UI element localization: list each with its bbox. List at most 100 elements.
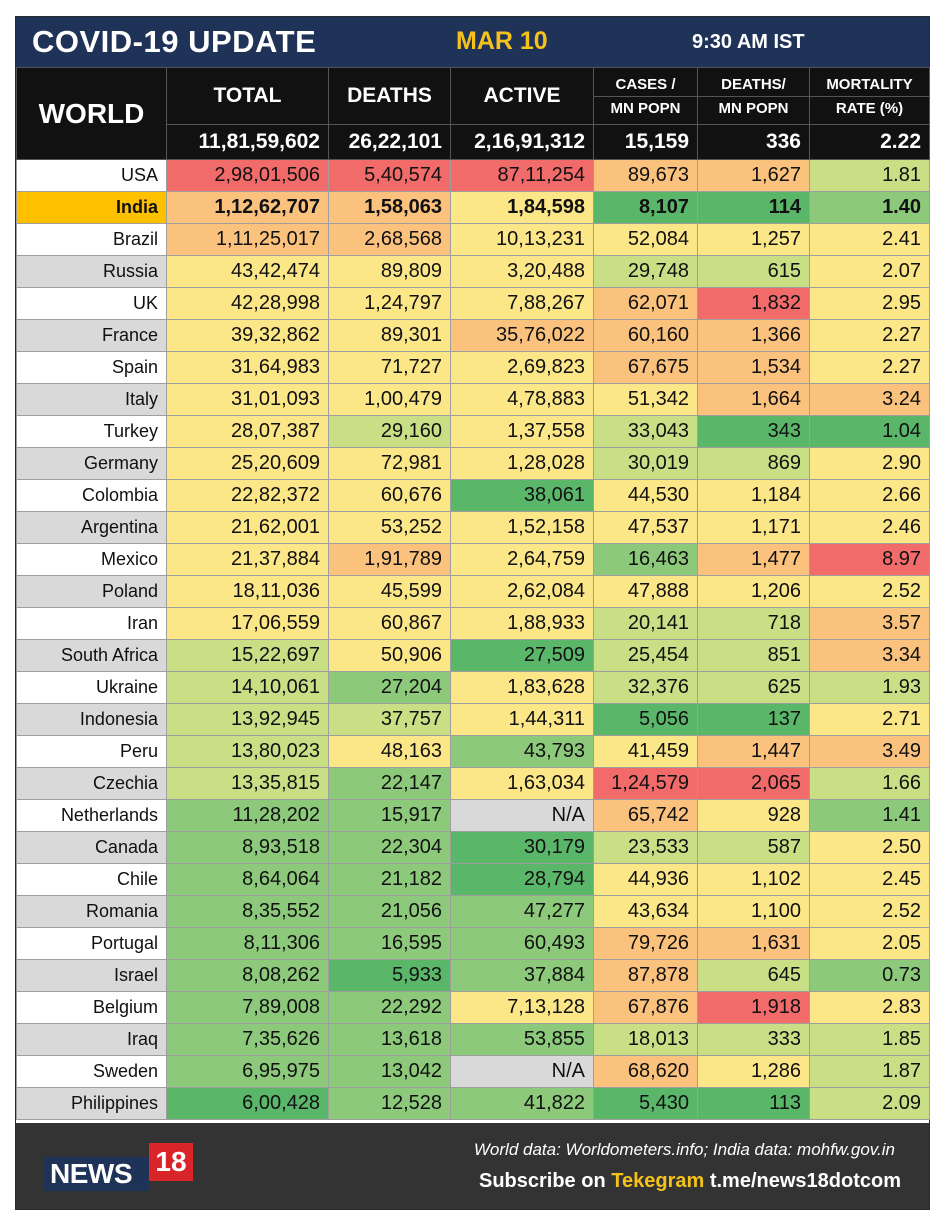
cell-deaths: 48,163 [328, 735, 451, 768]
country-name: Russia [16, 255, 167, 288]
country-name: Sweden [16, 1055, 167, 1088]
title-bar: COVID-19 UPDATE MAR 10 9:30 AM IST [16, 17, 929, 67]
cell-cases-mn: 68,620 [593, 1055, 698, 1088]
country-name: Argentina [16, 511, 167, 544]
cell-deaths: 22,292 [328, 991, 451, 1024]
table-row: Canada 8,93,518 22,304 30,179 23,533 587 2.50 [16, 831, 930, 864]
cell-deaths-mn: 333 [697, 1023, 810, 1056]
col-deaths-mn-line2: MN POPN [718, 99, 789, 117]
cell-total: 39,32,862 [166, 319, 329, 352]
cell-deaths-mn: 1,477 [697, 543, 810, 576]
cell-mortality: 2.07 [809, 255, 930, 288]
cell-active: 35,76,022 [450, 319, 594, 352]
cell-deaths-mn: 587 [697, 831, 810, 864]
cell-mortality: 3.34 [809, 639, 930, 672]
col-cases-mn-line2: MN POPN [610, 99, 681, 117]
cell-deaths: 89,809 [328, 255, 451, 288]
cell-total: 2,98,01,506 [166, 159, 329, 192]
cell-mortality: 0.73 [809, 959, 930, 992]
cell-mortality: 2.46 [809, 511, 930, 544]
cell-active: 30,179 [450, 831, 594, 864]
cell-deaths-mn: 1,206 [697, 575, 810, 608]
cell-deaths-mn: 1,664 [697, 383, 810, 416]
cell-deaths: 37,757 [328, 703, 451, 736]
cell-mortality: 2.71 [809, 703, 930, 736]
cell-cases-mn: 47,537 [593, 511, 698, 544]
cell-cases-mn: 1,24,579 [593, 767, 698, 800]
cell-deaths-mn: 851 [697, 639, 810, 672]
cell-total: 15,22,697 [166, 639, 329, 672]
cell-deaths: 5,40,574 [328, 159, 451, 192]
cell-total: 31,64,983 [166, 351, 329, 384]
table-row: Peru 13,80,023 48,163 43,793 41,459 1,447 3.49 [16, 735, 930, 768]
cell-mortality: 2.52 [809, 575, 930, 608]
cell-total: 8,11,306 [166, 927, 329, 960]
cell-total: 1,11,25,017 [166, 223, 329, 256]
world-deaths-mn: 336 [697, 124, 810, 160]
cell-cases-mn: 62,071 [593, 287, 698, 320]
cell-total: 31,01,093 [166, 383, 329, 416]
table-row: USA 2,98,01,506 5,40,574 87,11,254 89,673 1,6… [16, 159, 930, 192]
cell-deaths-mn: 1,184 [697, 479, 810, 512]
country-name: UK [16, 287, 167, 320]
cell-active: 2,64,759 [450, 543, 594, 576]
col-active-header: ACTIVE [450, 67, 594, 125]
cell-active: 38,061 [450, 479, 594, 512]
cell-active: 60,493 [450, 927, 594, 960]
cell-cases-mn: 41,459 [593, 735, 698, 768]
country-name: Spain [16, 351, 167, 384]
table-row: Colombia 22,82,372 60,676 38,061 44,530 1,184… [16, 479, 930, 512]
table-row: Portugal 8,11,306 16,595 60,493 79,726 1,631 2… [16, 927, 930, 960]
cell-active: 2,62,084 [450, 575, 594, 608]
cell-cases-mn: 44,936 [593, 863, 698, 896]
country-name: Belgium [16, 991, 167, 1024]
cell-mortality: 2.66 [809, 479, 930, 512]
cell-deaths: 45,599 [328, 575, 451, 608]
cell-deaths-mn: 1,100 [697, 895, 810, 928]
col-mortality-line1: MORTALITY [810, 73, 929, 97]
table-row: Israel 8,08,262 5,933 37,884 87,878 645 0.73 [16, 959, 930, 992]
country-name: Colombia [16, 479, 167, 512]
world-deaths: 26,22,101 [328, 124, 451, 160]
footer: NEWS 18 World data: Worldometers.info; I… [16, 1123, 929, 1209]
cell-deaths-mn: 1,171 [697, 511, 810, 544]
cell-mortality: 2.52 [809, 895, 930, 928]
cell-deaths: 15,917 [328, 799, 451, 832]
cell-deaths-mn: 1,257 [697, 223, 810, 256]
cell-total: 8,93,518 [166, 831, 329, 864]
cell-deaths: 2,68,568 [328, 223, 451, 256]
cell-active: 1,83,628 [450, 671, 594, 704]
country-name: Portugal [16, 927, 167, 960]
cell-cases-mn: 8,107 [593, 191, 698, 224]
country-name: Iraq [16, 1023, 167, 1056]
cell-active: 1,44,311 [450, 703, 594, 736]
table-row: Netherlands 11,28,202 15,917 N/A 65,742 928 1.… [16, 799, 930, 832]
world-totals-row: 11,81,59,602 26,22,101 2,16,91,312 15,15… [17, 124, 930, 160]
table-row: France 39,32,862 89,301 35,76,022 60,160 1,36… [16, 319, 930, 352]
cell-total: 11,28,202 [166, 799, 329, 832]
cell-mortality: 1.40 [809, 191, 930, 224]
cell-total: 22,82,372 [166, 479, 329, 512]
country-name: Poland [16, 575, 167, 608]
subscribe-link[interactable]: t.me/news18dotcom [709, 1170, 901, 1192]
col-cases-mn-line1: CASES / [594, 73, 697, 97]
cell-deaths: 72,981 [328, 447, 451, 480]
cell-total: 25,20,609 [166, 447, 329, 480]
cell-total: 1,12,62,707 [166, 191, 329, 224]
cell-deaths-mn: 928 [697, 799, 810, 832]
table-row: India 1,12,62,707 1,58,063 1,84,598 8,107 114… [16, 191, 930, 224]
cell-active: 2,69,823 [450, 351, 594, 384]
cell-cases-mn: 33,043 [593, 415, 698, 448]
cell-deaths: 1,58,063 [328, 191, 451, 224]
country-name: Ukraine [16, 671, 167, 704]
table-row: Ukraine 14,10,061 27,204 1,83,628 32,376 625 1… [16, 671, 930, 704]
table-row: South Africa 15,22,697 50,906 27,509 25,454 8… [16, 639, 930, 672]
country-name: Iran [16, 607, 167, 640]
cell-cases-mn: 60,160 [593, 319, 698, 352]
cell-total: 8,08,262 [166, 959, 329, 992]
table-row: Germany 25,20,609 72,981 1,28,028 30,019 869 2… [16, 447, 930, 480]
cell-total: 6,00,428 [166, 1087, 329, 1120]
cell-total: 18,11,036 [166, 575, 329, 608]
cell-deaths: 12,528 [328, 1087, 451, 1120]
cell-mortality: 3.24 [809, 383, 930, 416]
